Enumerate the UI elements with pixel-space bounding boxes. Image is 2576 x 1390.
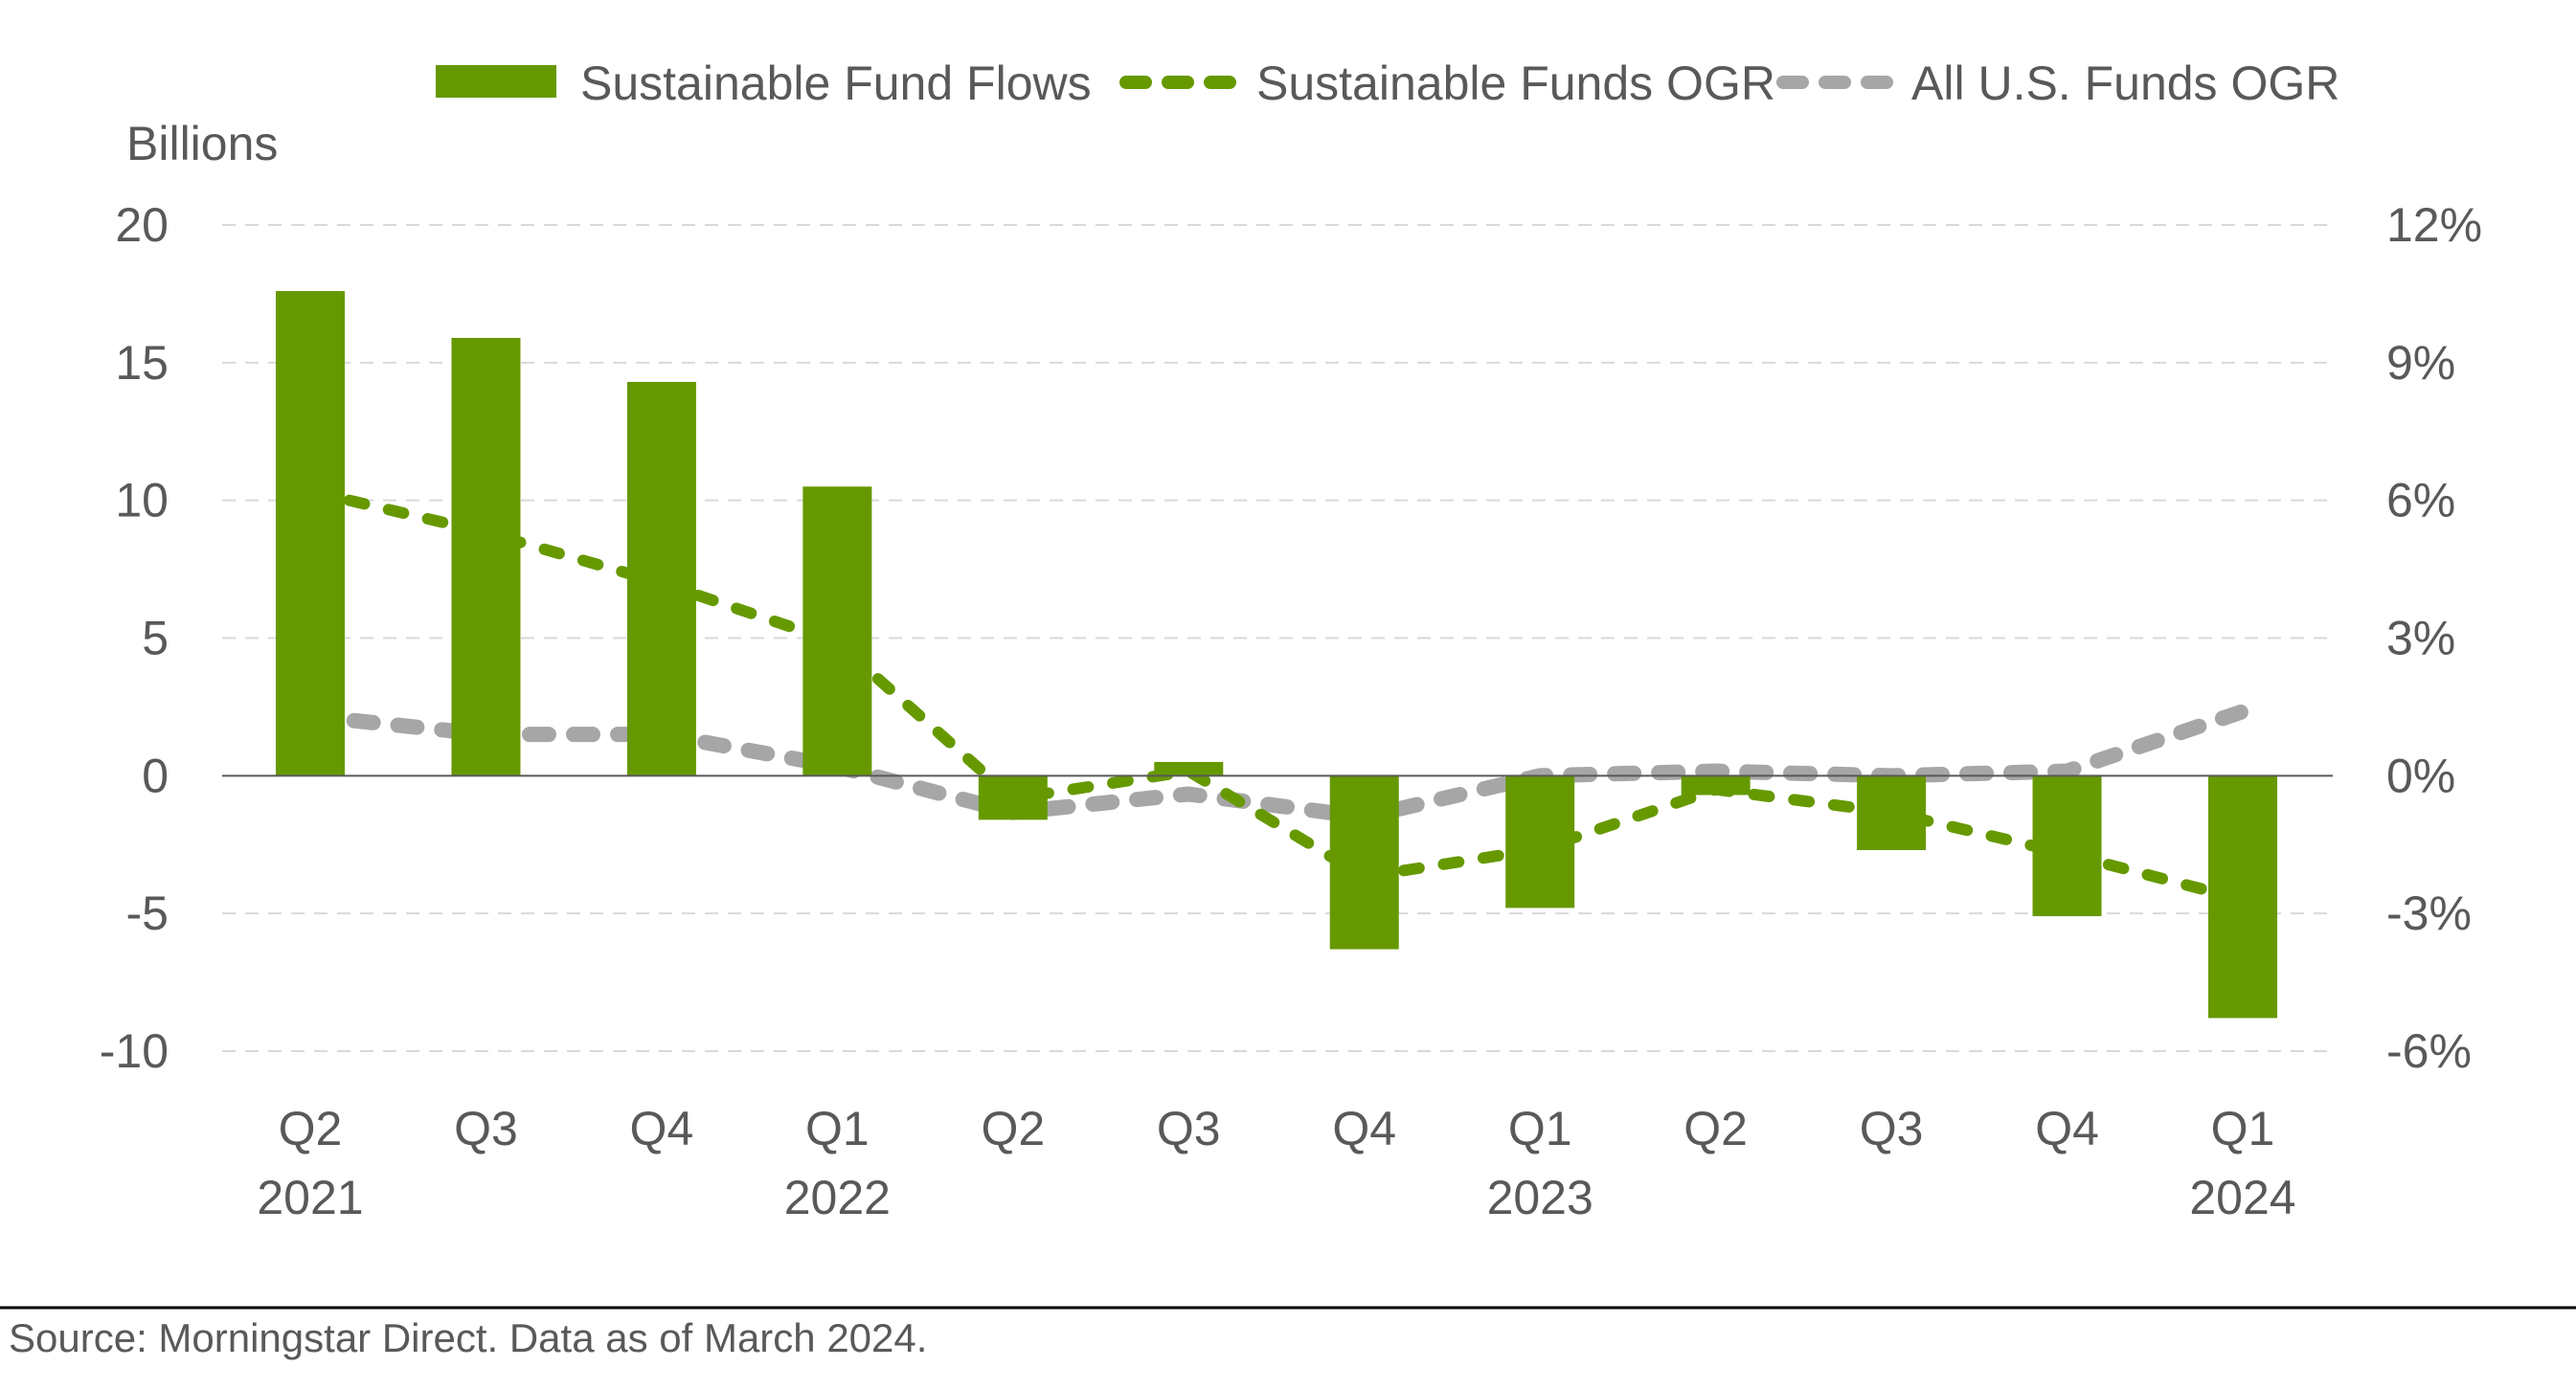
y-left-tick-label: 5 — [142, 612, 169, 665]
y-left-tick-label: 15 — [115, 336, 169, 390]
y-right-tick-label: -6% — [2386, 1024, 2472, 1078]
x-tick-quarter: Q4 — [1332, 1102, 1396, 1155]
x-tick-quarter: Q3 — [1157, 1102, 1221, 1155]
bar — [978, 775, 1048, 820]
y-right-tick-label: 3% — [2386, 612, 2455, 665]
source-note: Source: Morningstar Direct. Data as of M… — [9, 1315, 927, 1360]
legend-label-sustainable-ogr: Sustainable Funds OGR — [1256, 56, 1775, 110]
bar — [802, 486, 872, 776]
gridlines — [222, 224, 2333, 1052]
bar — [451, 337, 521, 776]
all-u-s-funds-ogr-line — [303, 704, 2250, 825]
legend-label-flows: Sustainable Fund Flows — [580, 56, 1092, 110]
x-tick-quarter: Q2 — [1683, 1102, 1748, 1155]
x-tick-quarter: Q1 — [2211, 1102, 2275, 1155]
y-left-unit-label: Billions — [126, 117, 278, 170]
x-tick-quarter: Q3 — [454, 1102, 518, 1155]
bar — [1857, 775, 1927, 851]
y-left-tick-label: -5 — [126, 886, 169, 940]
x-tick-labels: Q2 2021 Q3 Q4 Q1 2022 Q2 Q3 Q4 Q1 2023 Q2 Q3 Q4 Q1 2024 — [257, 1102, 2295, 1224]
x-tick-quarter: Q1 — [805, 1102, 870, 1155]
bar — [276, 291, 345, 776]
bar — [2208, 775, 2277, 1019]
legend-swatch-flows — [436, 65, 556, 98]
y-left-tick-labels: 20 15 10 5 0 -5 -10 — [100, 198, 169, 1078]
y-right-tick-label: -3% — [2386, 886, 2472, 940]
bar — [1154, 761, 1224, 776]
bar — [626, 381, 696, 776]
bar — [1329, 775, 1399, 950]
y-left-tick-label: -10 — [100, 1024, 169, 1078]
y-right-tick-label: 12% — [2386, 198, 2482, 252]
x-tick-year: 2023 — [1487, 1171, 1593, 1224]
y-right-tick-label: 9% — [2386, 336, 2455, 390]
y-left-tick-label: 0 — [142, 749, 169, 802]
x-tick-year: 2022 — [784, 1171, 891, 1224]
x-tick-quarter: Q4 — [630, 1102, 694, 1155]
sustainable-funds-ogr-line — [305, 485, 2248, 906]
x-tick-year: 2021 — [257, 1171, 363, 1224]
legend: Sustainable Fund Flows Sustainable Funds… — [436, 56, 2339, 110]
ogr-lines — [303, 485, 2250, 906]
x-tick-quarter: Q1 — [1508, 1102, 1572, 1155]
y-left-tick-label: 20 — [115, 198, 169, 252]
bar — [1681, 775, 1751, 796]
x-tick-year: 2024 — [2189, 1171, 2295, 1224]
x-tick-quarter: Q2 — [981, 1102, 1045, 1155]
legend-label-all-us-ogr: All U.S. Funds OGR — [1911, 56, 2339, 110]
x-tick-quarter: Q4 — [2035, 1102, 2099, 1155]
y-left-tick-label: 10 — [115, 474, 169, 527]
y-right-tick-label: 6% — [2386, 474, 2455, 527]
y-right-tick-label: 0% — [2386, 749, 2455, 802]
bars-sustainable-fund-flows — [276, 291, 2277, 1019]
x-tick-quarter: Q2 — [279, 1102, 343, 1155]
bar — [2032, 775, 2102, 917]
bar — [1505, 775, 1575, 908]
x-tick-quarter: Q3 — [1860, 1102, 1924, 1155]
y-right-tick-labels: 12% 9% 6% 3% 0% -3% -6% — [2386, 198, 2482, 1078]
